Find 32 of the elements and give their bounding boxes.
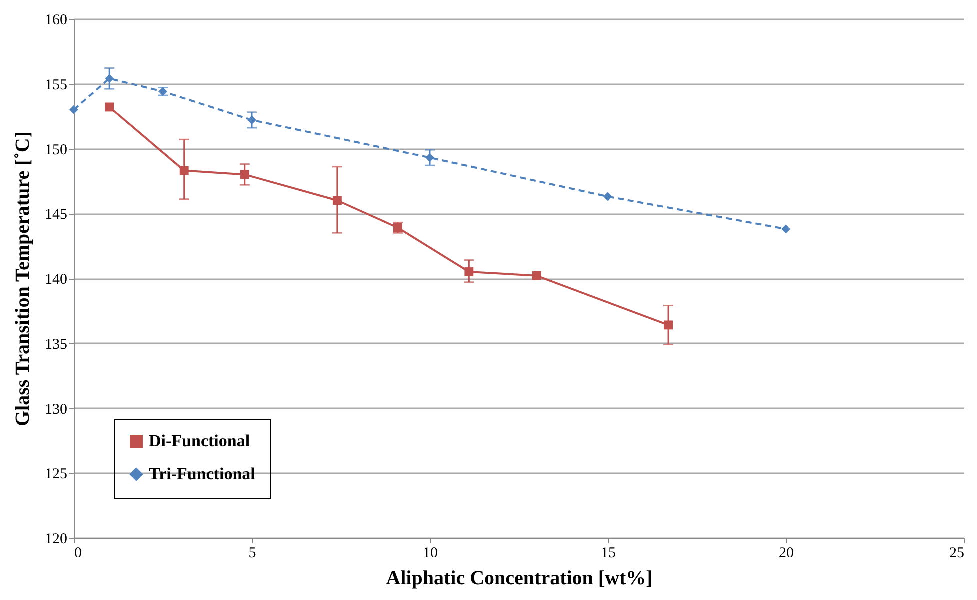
point <box>70 105 78 114</box>
x-tick-label: 15 <box>601 546 616 562</box>
point <box>604 192 612 202</box>
y-axis-title: Glass Transition Temperature [˚C] <box>12 131 34 427</box>
point <box>105 102 114 112</box>
point <box>532 271 542 280</box>
x-tick-label: 25 <box>950 546 964 562</box>
y-tick-label: 135 <box>45 336 68 353</box>
x-tick-label: 5 <box>248 546 256 562</box>
point <box>782 224 790 234</box>
point <box>240 170 250 180</box>
point <box>180 166 189 176</box>
y-tick-label: 160 <box>45 12 68 28</box>
y-tick-label: 130 <box>45 402 68 418</box>
legend-label: Di-Functional <box>149 432 250 450</box>
point <box>426 153 434 162</box>
y-tick-label: 145 <box>45 207 68 224</box>
x-tick-label: 10 <box>423 546 438 562</box>
x-tick-label: 20 <box>779 546 794 562</box>
x-tick-label: 0 <box>74 546 82 562</box>
y-tick-label: 140 <box>45 272 68 288</box>
point <box>248 116 256 125</box>
y-tick-label: 150 <box>45 142 68 158</box>
point <box>105 74 114 84</box>
point <box>664 320 673 330</box>
y-tick-label: 155 <box>45 77 68 94</box>
x-axis-title: Aliphatic Concentration [wt%] <box>386 568 653 590</box>
legend-label: Tri-Functional <box>149 464 256 484</box>
y-tick-label: 125 <box>45 466 68 483</box>
point <box>464 268 474 276</box>
y-tick-label: 120 <box>45 532 68 548</box>
point <box>332 196 342 206</box>
